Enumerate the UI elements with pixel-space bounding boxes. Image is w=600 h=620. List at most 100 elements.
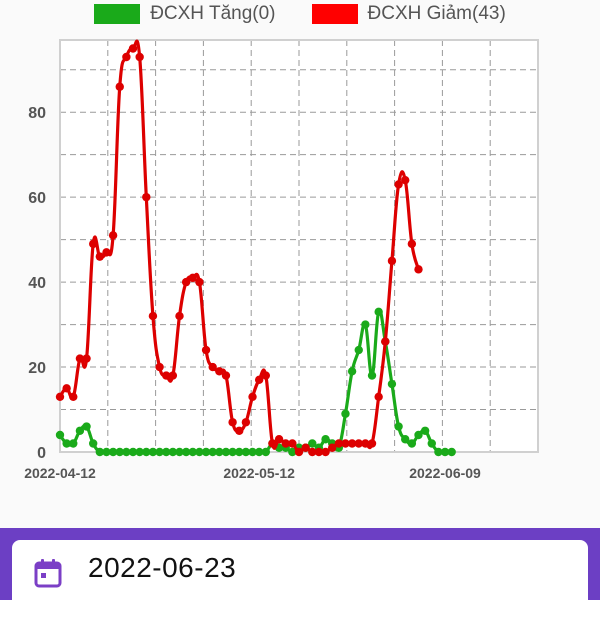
data-point-giam xyxy=(381,337,390,346)
data-point-tang xyxy=(195,447,204,457)
data-point-tang xyxy=(248,447,257,457)
data-point-tang xyxy=(228,447,237,457)
data-point-tang xyxy=(95,447,105,457)
data-point-giam xyxy=(394,180,403,189)
y-tick-label: 80 xyxy=(28,105,46,122)
x-tick-label: 2022-06-09 xyxy=(409,465,481,481)
data-point-giam xyxy=(62,384,71,393)
legend-label-giam: ĐCXH Giảm(43) xyxy=(367,3,506,24)
data-point-tang xyxy=(308,439,317,448)
data-point-tang xyxy=(55,430,65,440)
data-point-giam xyxy=(334,439,344,448)
data-point-tang xyxy=(235,447,244,457)
data-point-tang xyxy=(62,439,71,448)
data-point-tang xyxy=(407,439,417,448)
data-point-tang xyxy=(447,447,456,457)
data-point-tang xyxy=(108,447,118,457)
calendar-icon xyxy=(34,559,62,588)
chart-area: 0 20 40 60 80 2022-04-12 2022-05-12 2022-06-09 … xyxy=(0,0,600,481)
data-point-giam xyxy=(128,44,138,53)
data-point-tang xyxy=(69,439,78,448)
data-point-giam xyxy=(254,375,264,384)
data-point-tang xyxy=(288,447,297,457)
data-point-giam xyxy=(95,252,105,261)
data-point-giam xyxy=(115,82,124,91)
data-point-giam xyxy=(148,311,158,321)
data-point-giam xyxy=(374,392,383,401)
y-tick-label: 60 xyxy=(28,190,46,207)
data-point-giam xyxy=(69,392,78,401)
data-point-giam xyxy=(168,371,178,380)
data-point-giam xyxy=(321,447,330,457)
data-point-tang xyxy=(208,447,217,457)
data-point-giam xyxy=(241,418,251,427)
data-point-tang xyxy=(181,447,191,457)
data-point-tang xyxy=(261,447,271,457)
data-point-giam xyxy=(301,443,310,452)
data-point-giam xyxy=(122,52,131,62)
data-point-giam xyxy=(201,345,211,355)
data-point-giam xyxy=(208,362,217,372)
data-point-giam xyxy=(327,443,337,452)
date-picker[interactable]: 2022-06-23 xyxy=(12,540,588,620)
data-point-tang xyxy=(347,367,357,376)
data-point-tang xyxy=(162,447,171,457)
data-point-tang xyxy=(354,345,363,355)
data-point-giam xyxy=(155,362,164,372)
data-point-giam xyxy=(102,248,111,257)
data-point-tang xyxy=(221,447,231,457)
data-point-giam xyxy=(135,52,144,62)
data-point-tang xyxy=(82,422,91,431)
data-point-giam xyxy=(314,447,324,457)
data-point-tang xyxy=(155,447,164,457)
data-point-tang xyxy=(427,439,436,448)
data-point-giam xyxy=(294,447,304,457)
y-tick-label: 0 xyxy=(37,445,46,462)
data-point-tang xyxy=(142,447,151,457)
data-point-tang xyxy=(128,447,138,457)
data-point-giam xyxy=(82,354,91,363)
data-point-giam xyxy=(162,371,171,380)
legend-label-tang: ĐCXH Tăng(0) xyxy=(150,3,276,24)
data-point-tang xyxy=(88,439,98,448)
data-point-giam xyxy=(281,439,290,448)
data-point-tang xyxy=(440,447,450,457)
data-point-giam xyxy=(387,256,397,266)
data-point-tang xyxy=(321,435,330,444)
data-point-giam xyxy=(188,273,197,283)
data-point-tang xyxy=(102,447,111,457)
data-point-giam xyxy=(288,439,297,448)
line-chart: 0 20 40 60 80 2022-04-12 2022-05-12 2022-06-09 xyxy=(24,39,539,481)
data-point-giam xyxy=(228,418,237,427)
chart-legend: ĐCXH Tăng(0) ĐCXH Giảm(43) xyxy=(0,0,600,28)
legend-item-tang[interactable]: ĐCXH Tăng(0) xyxy=(94,3,276,25)
data-point-giam xyxy=(55,392,65,401)
data-point-tang xyxy=(401,435,410,444)
data-point-tang xyxy=(254,447,264,457)
data-point-giam xyxy=(407,239,417,249)
data-point-giam xyxy=(354,439,363,448)
y-tick-label: 40 xyxy=(28,275,46,292)
data-point-tang xyxy=(241,447,251,457)
data-point-tang xyxy=(175,447,184,457)
data-point-giam xyxy=(195,277,204,287)
data-point-tang xyxy=(420,426,430,435)
data-point-tang xyxy=(215,447,224,457)
data-point-tang xyxy=(434,447,443,457)
data-point-tang xyxy=(115,447,124,457)
data-point-tang xyxy=(367,371,377,380)
data-point-tang xyxy=(414,430,423,440)
data-point-tang xyxy=(168,447,178,457)
data-point-giam xyxy=(308,447,317,457)
data-point-giam xyxy=(248,392,257,401)
data-point-tang xyxy=(201,447,211,457)
data-point-tang xyxy=(394,422,403,431)
data-point-tang xyxy=(122,447,131,457)
x-tick-label: 2022-04-12 xyxy=(24,465,96,481)
data-point-giam xyxy=(347,439,357,448)
data-point-giam xyxy=(414,265,423,274)
data-point-tang xyxy=(361,320,370,329)
data-point-tang xyxy=(374,307,383,317)
data-point-giam xyxy=(341,439,350,448)
legend-item-giam[interactable]: ĐCXH Giảm(43) xyxy=(311,3,506,25)
